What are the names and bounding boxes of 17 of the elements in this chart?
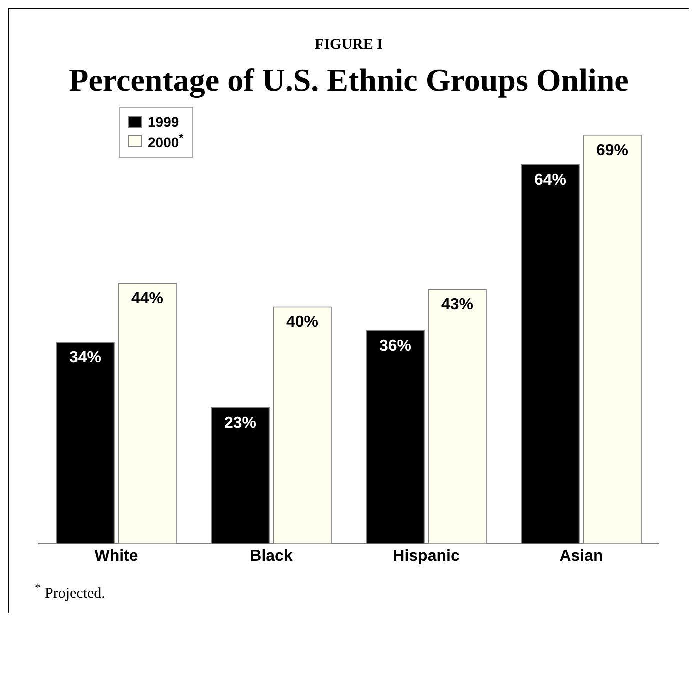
legend-label: 1999 [148,114,180,130]
x-tick-label: White [94,548,138,565]
x-tick-label: Hispanic [393,548,460,565]
text: $^{*}$ Projected. [35,581,106,603]
chart-title: FIGURE I [314,37,384,54]
x-tick-label: Black [250,548,293,565]
data-label: 23% [224,414,257,432]
data-label: 36% [379,338,412,355]
legend-label: 2000$^{*}$ [148,132,184,151]
data-label: 43% [441,296,474,314]
chart-subtitle: Percentage of U.S. Ethnic Groups Online [68,62,630,99]
data-label: 44% [131,290,164,308]
data-label: 64% [534,172,567,189]
data-label: 34% [69,350,102,367]
data-label: 69% [596,142,629,160]
x-tick-label: Asian [560,548,604,565]
data-label: 40% [286,314,319,332]
